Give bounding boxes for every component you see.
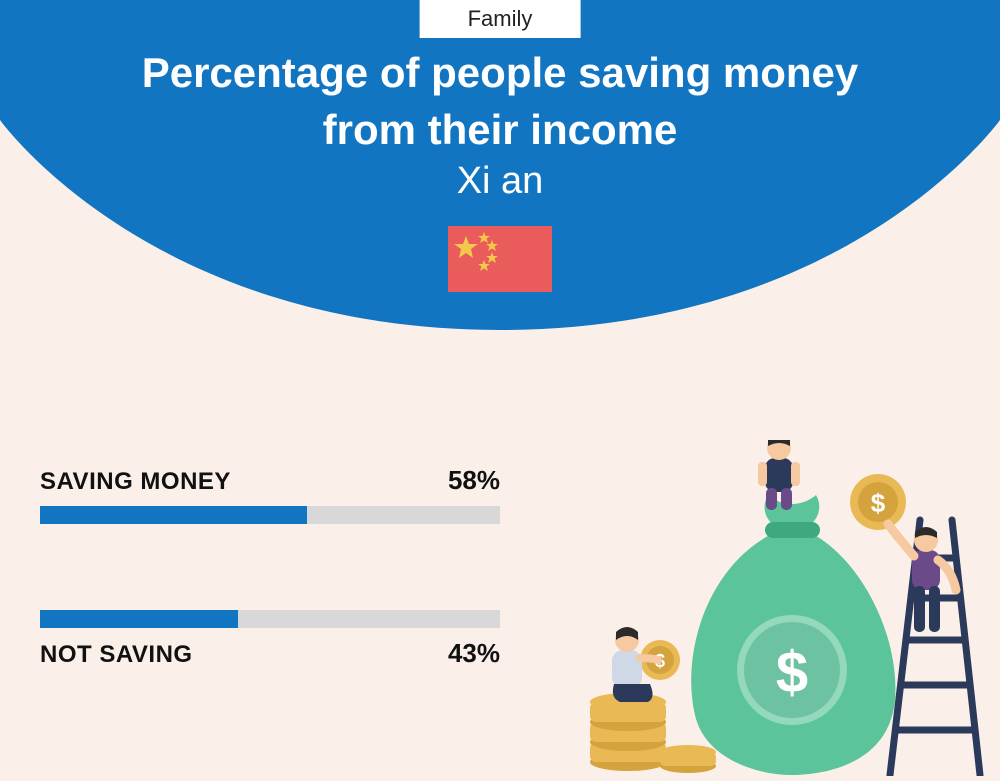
bar-saving-label: SAVING MONEY (40, 468, 231, 496)
bar-not-saving-track (40, 610, 500, 628)
bars-section: SAVING MONEY 58% NOT SAVING 43% (40, 465, 500, 669)
svg-text:$: $ (871, 488, 886, 518)
page-title: Percentage of people saving money from t… (0, 45, 1000, 158)
savings-illustration: $ $ (560, 440, 990, 776)
bar-not-saving-value: 43% (448, 638, 500, 669)
flag-china (448, 226, 552, 292)
bar-not-saving: NOT SAVING 43% (40, 610, 500, 669)
coin-stack-left-icon (590, 693, 666, 771)
bar-saving-fill (40, 506, 307, 524)
title-line-2: from their income (323, 106, 678, 153)
title-line-1: Percentage of people saving money (142, 49, 859, 96)
category-badge: Family (420, 0, 581, 38)
person-top-icon (758, 440, 800, 510)
bar-saving: SAVING MONEY 58% (40, 465, 500, 524)
flag-bg (448, 226, 552, 292)
person-sitting-icon: $ (612, 627, 680, 702)
bar-not-saving-label: NOT SAVING (40, 641, 193, 669)
coin-stack-small-icon (660, 745, 716, 773)
svg-text:$: $ (776, 640, 808, 705)
bar-saving-value: 58% (448, 465, 500, 496)
money-bag-icon: $ (691, 495, 895, 775)
bar-saving-track (40, 506, 500, 524)
page-subtitle: Xi an (0, 160, 1000, 203)
bar-not-saving-fill (40, 610, 238, 628)
